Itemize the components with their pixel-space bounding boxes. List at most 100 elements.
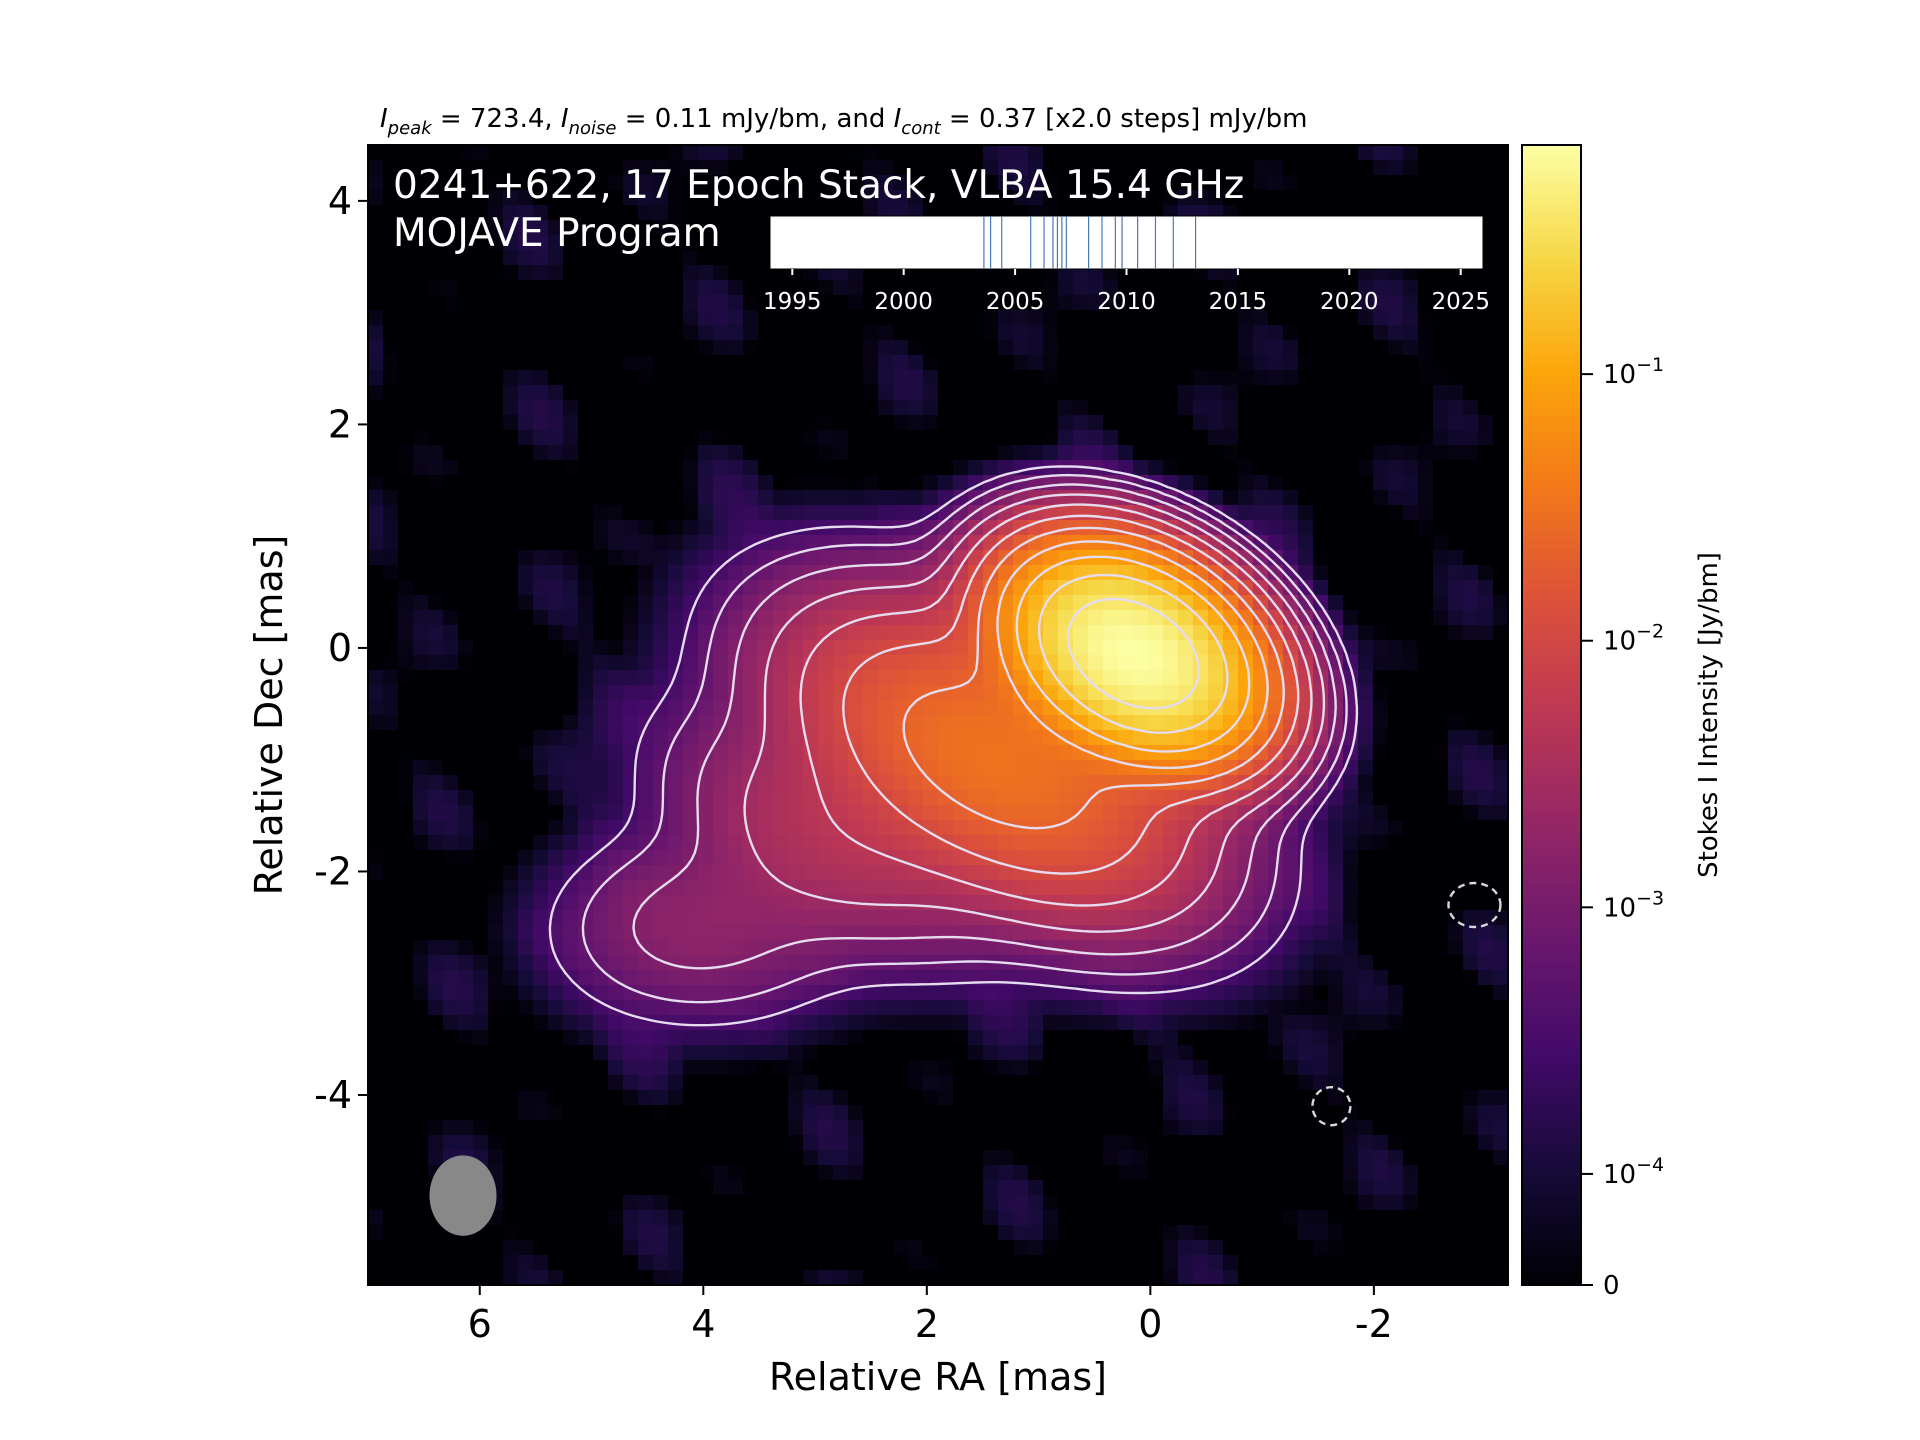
heatmap-cell (803, 145, 819, 161)
heatmap-cell (1298, 175, 1314, 191)
heatmap-cell (923, 1000, 939, 1016)
heatmap-cell (1313, 460, 1329, 476)
heatmap-cell (458, 220, 474, 236)
heatmap-cell (1388, 700, 1404, 716)
heatmap-cell (503, 520, 519, 536)
heatmap-cell (668, 745, 684, 761)
heatmap-cell (1088, 490, 1104, 506)
heatmap-cell (1073, 280, 1089, 296)
heatmap-cell (1313, 340, 1329, 356)
heatmap-cell (1328, 925, 1344, 941)
heatmap-cell (983, 985, 999, 1001)
heatmap-cell (398, 460, 414, 476)
heatmap-cell (623, 790, 639, 806)
heatmap-cell (1073, 880, 1089, 896)
heatmap-cell (1358, 190, 1374, 206)
heatmap-cell (698, 535, 714, 551)
heatmap-cell (698, 865, 714, 881)
heatmap-cell (608, 850, 624, 866)
heatmap-cell (488, 415, 504, 431)
heatmap-cell (698, 910, 714, 926)
heatmap-cell (1403, 925, 1419, 941)
heatmap-cell (1163, 310, 1179, 326)
heatmap-cell (743, 925, 759, 941)
heatmap-cell (1283, 760, 1299, 776)
heatmap-cell (1208, 1105, 1224, 1121)
heatmap-cell (1043, 445, 1059, 461)
heatmap-cell (503, 610, 519, 626)
heatmap-cell (893, 430, 909, 446)
heatmap-cell (533, 250, 549, 266)
heatmap-cell (398, 505, 414, 521)
heatmap-cell (983, 910, 999, 926)
heatmap-cell (1448, 400, 1464, 416)
heatmap-cell (1073, 190, 1089, 206)
heatmap-cell (1463, 970, 1479, 986)
heatmap-cell (1463, 805, 1479, 821)
heatmap-cell (1088, 1075, 1104, 1091)
heatmap-cell (1478, 145, 1494, 161)
heatmap-cell (1388, 820, 1404, 836)
heatmap-cell (878, 610, 894, 626)
heatmap-cell (773, 1030, 789, 1046)
heatmap-cell (908, 340, 924, 356)
heatmap-cell (638, 325, 654, 341)
heatmap-cell (1058, 835, 1074, 851)
heatmap-cell (758, 610, 774, 626)
heatmap-cell (593, 745, 609, 761)
heatmap-cell (818, 775, 834, 791)
heatmap-cell (1478, 175, 1494, 191)
heatmap-cell (488, 730, 504, 746)
heatmap-cell (788, 430, 804, 446)
heatmap-cell (758, 160, 774, 176)
heatmap-cell (1403, 1060, 1419, 1076)
heatmap-cell (578, 910, 594, 926)
heatmap-cell (683, 220, 699, 236)
heatmap-cell (1043, 490, 1059, 506)
heatmap-cell (1478, 475, 1494, 491)
heatmap-cell (653, 610, 669, 626)
heatmap-cell (683, 205, 699, 221)
heatmap-cell (848, 670, 864, 686)
heatmap-cell (803, 895, 819, 911)
heatmap-cell (953, 430, 969, 446)
heatmap-cell (968, 1120, 984, 1136)
heatmap-cell (968, 145, 984, 161)
heatmap-cell (698, 610, 714, 626)
heatmap-cell (1283, 505, 1299, 521)
heatmap-cell (368, 550, 384, 566)
heatmap-cell (653, 730, 669, 746)
heatmap-cell (1268, 955, 1284, 971)
heatmap-cell (1493, 460, 1508, 476)
heatmap-cell (623, 490, 639, 506)
heatmap-cell (893, 775, 909, 791)
heatmap-cell (623, 475, 639, 491)
heatmap-cell (683, 475, 699, 491)
heatmap-cell (893, 1090, 909, 1106)
heatmap-cell (473, 775, 489, 791)
heatmap-cell (413, 655, 429, 671)
heatmap-cell (488, 520, 504, 536)
heatmap-cell (383, 955, 399, 971)
heatmap-cell (1418, 625, 1434, 641)
heatmap-cell (1193, 835, 1209, 851)
heatmap-cell (713, 700, 729, 716)
heatmap-cell (398, 280, 414, 296)
heatmap-cell (1388, 610, 1404, 626)
heatmap-cell (548, 670, 564, 686)
heatmap-cell (938, 655, 954, 671)
heatmap-cell (428, 1015, 444, 1031)
heatmap-cell (833, 1090, 849, 1106)
heatmap-cell (533, 175, 549, 191)
heatmap-cell (668, 445, 684, 461)
heatmap-cell (1148, 355, 1164, 371)
heatmap-cell (1463, 955, 1479, 971)
heatmap-cell (683, 280, 699, 296)
heatmap-cell (548, 610, 564, 626)
heatmap-cell (593, 1075, 609, 1091)
heatmap-cell (1418, 580, 1434, 596)
heatmap-cell (743, 1075, 759, 1091)
heatmap-cell (758, 415, 774, 431)
heatmap-cell (878, 1060, 894, 1076)
heatmap-cell (1283, 1090, 1299, 1106)
